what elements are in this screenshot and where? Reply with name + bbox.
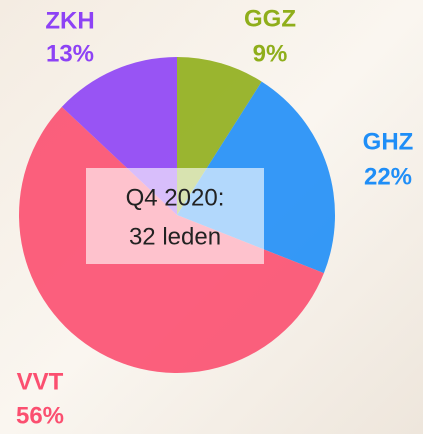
slice-label: ZKH <box>45 7 94 34</box>
slice-label: GHZ <box>363 128 414 155</box>
slice-label: VVT <box>17 368 64 395</box>
value-label: 9% <box>253 40 288 67</box>
value-label: 13% <box>46 40 94 67</box>
annotation-line: 32 leden <box>129 223 221 250</box>
value-label: 22% <box>364 163 412 190</box>
chart: Q4 2020: 32 leden GGZ 9% GHZ 22% VVT 56% ZKH 13… <box>0 0 423 434</box>
annotation-line: Q4 2020: <box>126 184 225 211</box>
slice-label: GGZ <box>244 5 296 32</box>
value-label: 56% <box>16 402 64 429</box>
page: Q4 2020: 32 leden GGZ 9% GHZ 22% VVT 56% ZKH 13… <box>0 0 423 434</box>
